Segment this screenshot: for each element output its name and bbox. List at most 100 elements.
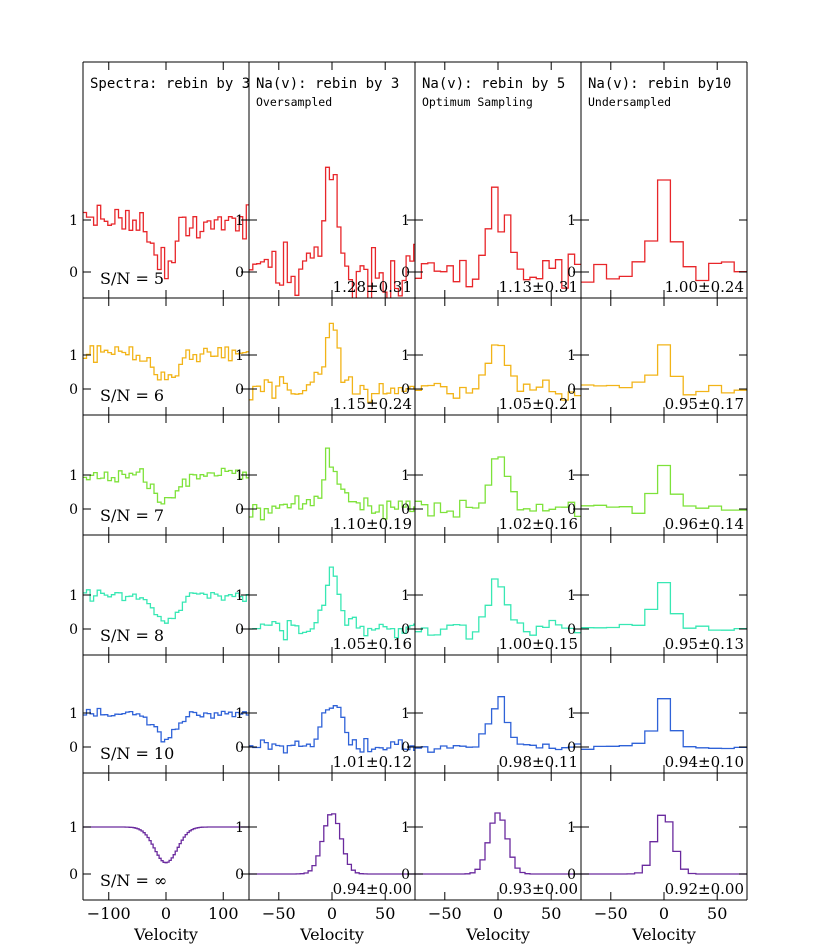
y-tick-label: 0 [401, 740, 410, 756]
y-tick-label: 0 [567, 502, 576, 518]
measurement-label: 0.93±0.00 [499, 880, 578, 898]
y-tick-label: 1 [567, 468, 576, 484]
y-tick-label: 0 [69, 382, 78, 398]
series-line-r3-c0 [83, 589, 249, 624]
panel-r2-c3: 0 1 0.96±0.14 [567, 415, 747, 535]
series-line-r5-c3 [581, 814, 747, 875]
x-tick-label: 50 [707, 904, 727, 923]
measurement-label: 1.00±0.24 [665, 278, 744, 296]
y-tick-label: 1 [69, 213, 78, 229]
y-tick-label: 1 [235, 468, 244, 484]
panel-r0-c1: 0 1 1.28±0.31 [235, 62, 415, 298]
y-tick-label: 1 [401, 820, 410, 836]
y-tick-label: 1 [235, 820, 244, 836]
y-tick-label: 0 [235, 265, 244, 281]
y-tick-label: 0 [567, 265, 576, 281]
column-title: Na(v): rebin by 3 [256, 76, 399, 92]
series-line-r1-c2 [415, 344, 581, 401]
y-tick-label: 1 [235, 588, 244, 604]
panel-r4-c3: 0 1 0.94±0.10 [567, 655, 747, 773]
y-tick-label: 1 [69, 468, 78, 484]
series-line-r0-c3 [581, 179, 747, 283]
y-tick-label: 1 [567, 820, 576, 836]
series-line-r2-c3 [581, 464, 747, 514]
x-axis-label: Velocity [465, 925, 530, 944]
y-tick-label: 0 [69, 740, 78, 756]
y-tick-label: 1 [69, 706, 78, 722]
series-line-r4-c3 [581, 698, 747, 750]
x-tick-label: 100 [208, 904, 239, 923]
series-line-r4-c0 [83, 707, 249, 743]
series-line-r1-c3 [581, 344, 747, 396]
y-tick-label: 0 [235, 867, 244, 883]
series-line-r5-c2 [415, 812, 581, 875]
y-tick-label: 1 [235, 213, 244, 229]
series-line-r3-c3 [581, 581, 747, 631]
sn-label: S/N = 7 [100, 506, 164, 525]
panel-r5-c1: 0 1 0.94±0.00 [235, 773, 415, 900]
y-tick-label: 0 [235, 382, 244, 398]
series-line-r4-c1 [249, 705, 415, 754]
measurement-label: 1.28±0.31 [333, 278, 412, 296]
y-tick-label: 1 [401, 706, 410, 722]
sn-label: S/N = 8 [100, 626, 164, 645]
measurement-label: 0.96±0.14 [665, 515, 744, 533]
panel-r1-c1: 0 1 1.15±0.24 [235, 298, 415, 415]
x-tick-label: −50 [428, 904, 462, 923]
y-tick-label: 1 [401, 468, 410, 484]
panel-r1-c2: 0 1 1.05±0.21 [401, 298, 581, 415]
y-tick-label: 0 [69, 622, 78, 638]
x-tick-label: 0 [493, 904, 503, 923]
y-tick-label: 0 [69, 867, 78, 883]
x-tick-label: 50 [541, 904, 561, 923]
column-subtitle: Optimum Sampling [422, 95, 533, 109]
y-tick-label: 1 [567, 706, 576, 722]
y-tick-label: 0 [567, 382, 576, 398]
y-tick-label: 0 [235, 622, 244, 638]
panel-r0-c2: 0 1 1.13±0.31 [401, 62, 581, 298]
panel-r0-c3: 0 1 1.00±0.24 [567, 62, 747, 298]
y-tick-label: 1 [235, 348, 244, 364]
series-line-r0-c1 [249, 166, 415, 298]
measurement-label: 0.95±0.13 [665, 635, 744, 653]
series-line-r5-c1 [249, 813, 415, 875]
x-tick-label: 50 [375, 904, 395, 923]
column-title: Na(v): rebin by10 [588, 76, 731, 92]
y-tick-label: 0 [235, 740, 244, 756]
sn-label: S/N = 5 [100, 269, 164, 288]
x-axis-label: Velocity [631, 925, 696, 944]
column-title: Spectra: rebin by 3 [90, 76, 250, 92]
panel-r4-c0: 01 [69, 655, 249, 773]
series-line-r2-c2 [415, 456, 581, 518]
series-line-r5-c0 [83, 826, 249, 864]
measurement-label: 0.94±0.10 [665, 753, 744, 771]
column-title: Na(v): rebin by 5 [422, 76, 565, 92]
panel-r3-c0: 01 [69, 535, 249, 655]
y-tick-label: 1 [401, 588, 410, 604]
panel-r4-c2: 0 1 0.98±0.11 [401, 655, 581, 773]
measurement-label: 1.01±0.12 [333, 753, 412, 771]
y-tick-label: 1 [567, 348, 576, 364]
y-tick-label: 1 [69, 588, 78, 604]
panel-r1-c0: 01 [69, 298, 249, 415]
x-tick-label: −50 [262, 904, 296, 923]
series-line-r2-c0 [83, 467, 249, 505]
measurement-label: 1.05±0.21 [499, 395, 578, 413]
y-tick-label: 0 [401, 622, 410, 638]
y-tick-label: 1 [567, 588, 576, 604]
y-tick-label: 1 [567, 213, 576, 229]
measurement-label: 1.13±0.31 [499, 278, 578, 296]
x-tick-label: −100 [87, 904, 131, 923]
measurement-label: 0.92±0.00 [665, 880, 744, 898]
panel-r2-c2: 0 1 1.02±0.16 [401, 415, 581, 535]
series-line-r0-c2 [415, 186, 581, 289]
series-line-r1-c0 [83, 345, 249, 381]
x-tick-label: 0 [327, 904, 337, 923]
series-line-r2-c1 [249, 447, 415, 521]
measurement-label: 1.05±0.16 [333, 635, 412, 653]
panel-r5-c0: 01 [69, 773, 249, 900]
panel-r0-c0: 01 [69, 62, 249, 298]
x-axis-label: Velocity [133, 925, 198, 944]
panel-r1-c3: 0 1 0.95±0.17 [567, 298, 747, 415]
